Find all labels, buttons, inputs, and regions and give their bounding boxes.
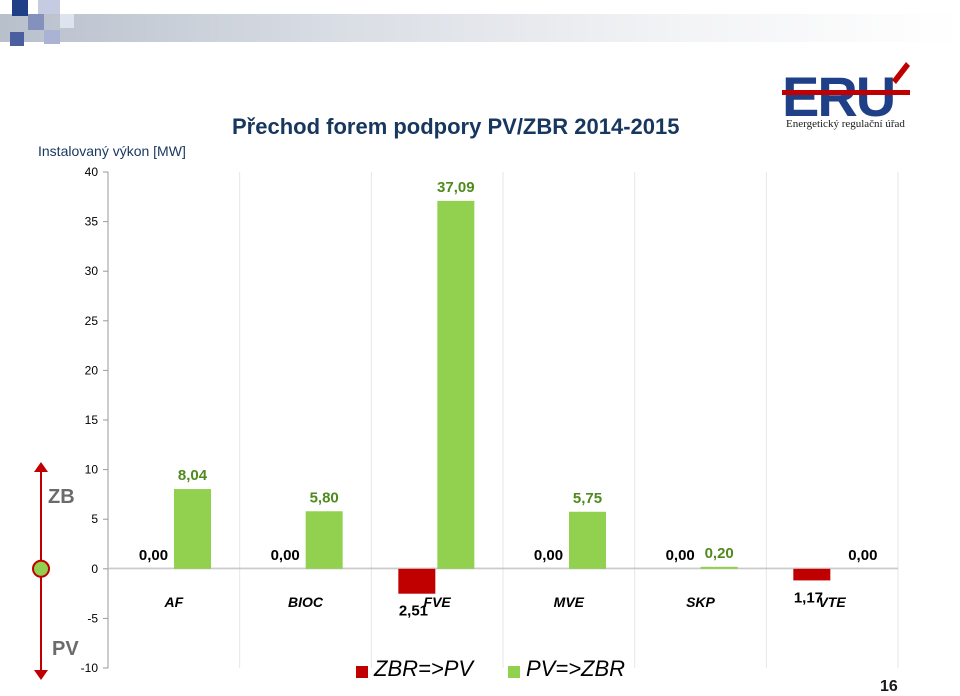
decorative-square (12, 0, 28, 16)
data-label-zbr-to-pv: 0,00 (534, 547, 563, 564)
category-label: FVE (424, 594, 452, 610)
y-tick-label: 10 (85, 463, 99, 477)
pv-label: PV (52, 638, 79, 660)
eru-logo: ERU (782, 62, 910, 128)
bar-pv-to-zbr (437, 200, 475, 569)
legend-swatch-zbr-to-pv (356, 666, 368, 678)
decorative-square (28, 14, 44, 30)
data-label-zbr-to-pv: 1,17 (794, 589, 823, 606)
zb-arrow-head (34, 462, 48, 472)
y-tick-label: 25 (85, 314, 99, 328)
data-label-pv-to-zbr: 0,00 (848, 547, 877, 564)
data-label-pv-to-zbr: 5,80 (310, 489, 339, 506)
decorative-square (10, 32, 24, 46)
y-tick-label: -10 (81, 661, 99, 675)
y-tick-label: 20 (85, 363, 99, 377)
logo-subtitle: Energetický regulační úřad (786, 118, 905, 130)
data-label-zbr-to-pv: 0,00 (139, 547, 168, 564)
origin-marker (32, 559, 50, 578)
chart-title: Přechod forem podpory PV/ZBR 2014-2015 (232, 114, 680, 139)
header-gradient-bar (0, 14, 960, 42)
y-tick-label: 5 (91, 512, 98, 526)
data-label-zbr-to-pv: 0,00 (666, 547, 695, 564)
legend-swatch-pv-to-zbr (508, 666, 520, 678)
bar-pv-to-zbr (174, 489, 211, 569)
y-tick-label: 30 (85, 264, 99, 278)
data-label-zbr-to-pv: 0,00 (271, 547, 300, 564)
pv-arrow-head (34, 670, 48, 680)
y-tick-label: 35 (85, 215, 99, 229)
category-label: BIOC (288, 594, 324, 610)
data-label-zbr-to-pv: 2,51 (399, 603, 428, 620)
data-label-pv-to-zbr: 5,75 (573, 490, 602, 507)
decorative-square (38, 0, 60, 14)
y-tick-label: -5 (87, 611, 98, 625)
data-label-pv-to-zbr: 0,20 (705, 545, 734, 562)
category-label: VTE (819, 594, 847, 610)
category-label: AF (163, 594, 183, 610)
decorative-square (44, 30, 60, 44)
page-number: 16 (880, 678, 898, 695)
y-tick-label: 40 (85, 165, 99, 179)
bar-zbr-to-pv (793, 568, 831, 581)
svg-text:ERU: ERU (782, 65, 894, 128)
legend-label-pv-to-zbr: PV=>ZBR (526, 656, 626, 681)
category-label: SKP (686, 594, 715, 610)
bar-zbr-to-pv (398, 568, 436, 594)
data-label-pv-to-zbr: 8,04 (178, 467, 208, 484)
category-label: MVE (554, 594, 585, 610)
y-tick-label: 0 (91, 562, 98, 576)
bar-pv-to-zbr (569, 511, 606, 569)
decorative-square (60, 14, 74, 28)
y-tick-label: 15 (85, 413, 99, 427)
legend-label-zbr-to-pv: ZBR=>PV (374, 656, 474, 681)
bar-pv-to-zbr (305, 511, 343, 569)
data-label-pv-to-zbr: 37,09 (437, 179, 475, 196)
zb-label: ZB (48, 486, 75, 508)
y-axis-label: Instalovaný výkon [MW] (38, 143, 186, 159)
bar-pv-to-zbr (700, 566, 738, 569)
